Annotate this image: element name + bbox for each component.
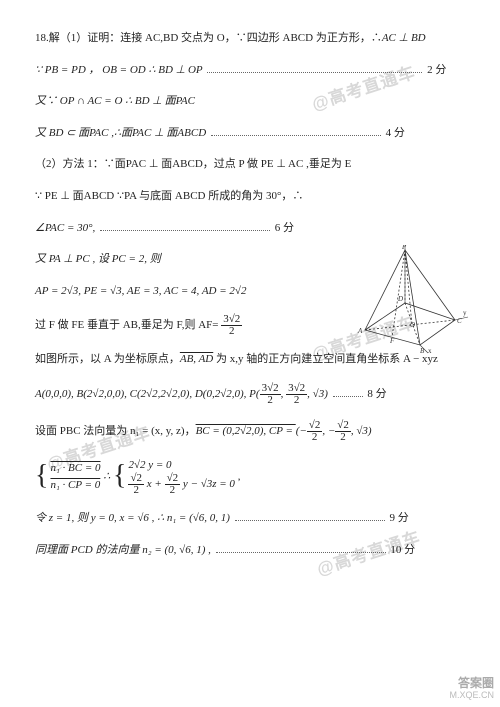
step-line: AP = 2√3, PE = √3, AE = 3, AC = 4, AD = … xyxy=(35,283,465,301)
dot-leader xyxy=(235,514,385,522)
step-line: ∵ PE ⊥ 面ABCD ∵PA 与底面 ABCD 所成的角为 30°，∴ xyxy=(35,188,465,206)
score-mark: 2 分 xyxy=(427,64,446,76)
step-line: （2）方法 1：∵面PAC ⊥ 面ABCD，过点 P 做 PE ⊥ AC ,垂足… xyxy=(35,156,465,174)
math-expr: 又 BD ⊂ 面PAC ,∴面PAC ⊥ 面ABCD xyxy=(35,127,206,139)
step-line: { n₁ · BC = 0 n₁ · CP = 0 ∴ { 2√2 y = 0 … xyxy=(35,457,465,497)
step-line: 设面 PBC 法向量为 n₁ = (x, y, z)，BC = (0,2√2,0… xyxy=(35,420,465,443)
fraction: 3√22 xyxy=(260,383,281,406)
score-mark: 10 分 xyxy=(390,544,415,556)
body-text: ∵ PE ⊥ 面ABCD ∵PA 与底面 ABCD 所成的角为 30°，∴ xyxy=(35,190,303,202)
math-expr: 令 z = 1, 则 y = 0, x = √6 , ∴ n₁ = (√6, 0… xyxy=(35,512,230,524)
body-text: 过 F 做 FE 垂直于 AB,垂足为 F,则 AF= xyxy=(35,319,219,331)
math-expr: AP = 2√3, PE = √3, AE = 3, AC = 4, AD = … xyxy=(35,285,246,297)
dot-leader xyxy=(100,223,270,231)
step-line: 又∵ OP ∩ AC = O ∴ BD ⊥ 面PAC xyxy=(35,93,465,111)
math-expr: ∴ xyxy=(103,470,110,482)
step-line: ∵ PB = PD ， OB = OD ∴ BD ⊥ OP 2 分 xyxy=(35,62,465,80)
step-line: A(0,0,0), B(2√2,0,0), C(2√2,2√2,0), D(0,… xyxy=(35,383,465,406)
math-expr: ∵ PB = PD ， OB = OD ∴ BD ⊥ OP xyxy=(35,64,203,76)
math-expr: A(0,0,0), B(2√2,0,0), C(2√2,2√2,0), D(0,… xyxy=(35,388,256,400)
fraction: 3√22 xyxy=(286,383,307,406)
fraction: √22 xyxy=(307,420,323,443)
brace-system: { 2√2 y = 0 √22 x + √22 y − √3z = 0 xyxy=(113,457,235,497)
body-text: 为 x,y 轴的正方向建立空间直角坐标系 A − xyz xyxy=(213,353,438,365)
step-line: 同理面 PCD 的法向量 n₂ = (0, √6, 1) , 10 分 xyxy=(35,542,465,560)
math-expr: AC ⊥ BD xyxy=(382,32,426,44)
step-line: 18.解（1）证明：连接 AC,BD 交点为 O，∵四边形 ABCD 为正方形，… xyxy=(35,30,465,48)
fraction: 3√22 xyxy=(221,314,242,337)
math-expr: 又 PA ⊥ PC , 设 PC = 2, 则 xyxy=(35,253,161,265)
math-expr: 又∵ OP ∩ AC = O ∴ BD ⊥ 面PAC xyxy=(35,95,195,107)
fraction: √22 xyxy=(335,420,351,443)
step-line: 又 BD ⊂ 面PAC ,∴面PAC ⊥ 面ABCD 4 分 xyxy=(35,125,465,143)
score-mark: 6 分 xyxy=(275,222,294,234)
step-line: ∠PAC = 30°, 6 分 xyxy=(35,220,315,238)
step-line: 又 PA ⊥ PC , 设 PC = 2, 则 xyxy=(35,251,465,269)
score-mark: 8 分 xyxy=(367,388,386,400)
dot-leader xyxy=(211,128,381,136)
step-line: 令 z = 1, 则 y = 0, x = √6 , ∴ n₁ = (√6, 0… xyxy=(35,510,465,528)
dot-leader xyxy=(333,389,363,397)
svg-text:z: z xyxy=(407,245,410,247)
body-text: （2）方法 1：∵面PAC ⊥ 面ABCD，过点 P 做 PE ⊥ AC ,垂足… xyxy=(35,158,351,170)
vector: AB, AD xyxy=(180,353,213,365)
step-line: 如图所示，以 A 为坐标原点，AB, AD 为 x,y 轴的正方向建立空间直角坐… xyxy=(35,351,465,369)
math-expr: 同理面 PCD 的法向量 n₂ = (0, √6, 1) , xyxy=(35,544,211,556)
dot-leader xyxy=(207,65,422,73)
score-mark: 9 分 xyxy=(389,512,408,524)
brace-system: { n₁ · BC = 0 n₁ · CP = 0 xyxy=(35,460,101,493)
step-line: 过 F 做 FE 垂直于 AB,垂足为 F,则 AF= 3√22 xyxy=(35,314,465,337)
footer-watermark: 答案圈 M.XQE.CN xyxy=(449,676,494,701)
score-mark: 4 分 xyxy=(386,127,405,139)
body-text: 如图所示，以 A 为坐标原点， xyxy=(35,353,180,365)
math-expr: ∠PAC = 30°, xyxy=(35,222,95,234)
body-text: 设面 PBC 法向量为 n₁ = (x, y, z)， xyxy=(35,425,196,437)
dot-leader xyxy=(216,545,386,553)
vector: BC = (0,2√2,0), CP = xyxy=(196,425,296,437)
svg-text:F: F xyxy=(389,337,395,345)
body-text: 18.解（1）证明：连接 AC,BD 交点为 O，∵四边形 ABCD 为正方形，… xyxy=(35,32,382,44)
